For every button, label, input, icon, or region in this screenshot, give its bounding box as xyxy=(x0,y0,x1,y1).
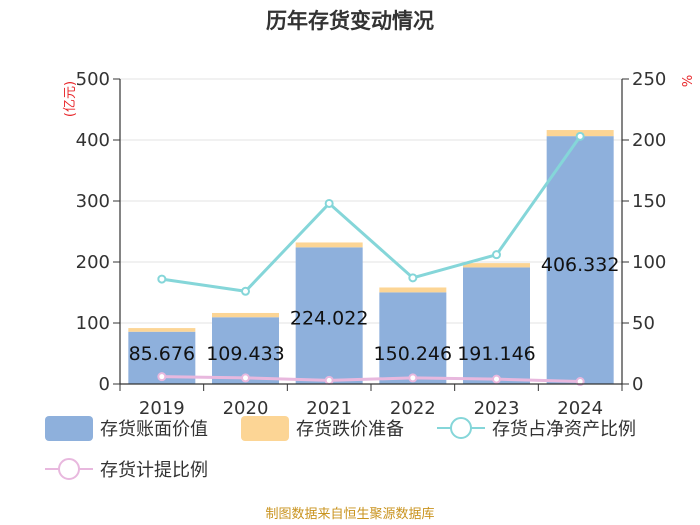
bar-series xyxy=(128,130,614,384)
bar-impairment xyxy=(212,312,279,318)
left-axis-label: (亿元) xyxy=(63,81,78,117)
bar-book-value xyxy=(546,136,614,384)
bar-data-label: 224.022 xyxy=(290,307,369,329)
point-provision-ratio xyxy=(408,373,418,383)
legend-swatch xyxy=(241,416,289,441)
left-tick-label: 0 xyxy=(99,374,110,395)
point-net-asset-ratio xyxy=(408,273,418,283)
legend-swatch-marker xyxy=(58,458,80,480)
right-tick-label: 50 xyxy=(632,313,655,334)
point-net-asset-ratio xyxy=(492,250,501,260)
x-tick-label: 2024 xyxy=(557,398,603,419)
bar-impairment xyxy=(379,287,447,293)
bar-book-value xyxy=(295,247,363,384)
line-net-asset-ratio xyxy=(161,135,582,293)
point-provision-ratio xyxy=(241,373,250,383)
right-tick-label: 0 xyxy=(632,374,643,395)
right-tick-label: 150 xyxy=(632,191,666,212)
point-net-asset-ratio xyxy=(157,274,167,284)
grid-lines xyxy=(120,78,622,324)
bar-book-value xyxy=(212,317,279,384)
right-tick-label: 200 xyxy=(632,130,666,151)
bar-impairment xyxy=(295,242,363,248)
left-tick-label: 500 xyxy=(76,69,110,90)
left-tick-label: 100 xyxy=(76,313,110,334)
line-series xyxy=(157,131,585,387)
bar-data-label: 150.246 xyxy=(374,343,453,365)
point-provision-ratio xyxy=(575,377,585,387)
source-note: 制图数据来自恒生聚源数据库 xyxy=(265,506,434,522)
left-tick-label: 200 xyxy=(76,252,110,273)
legend-swatch xyxy=(45,416,93,441)
legend-label: 存货计提比例 xyxy=(100,460,208,481)
chart-title: 历年存货变动情况 xyxy=(266,9,434,33)
right-tick-label: 250 xyxy=(632,69,666,90)
point-provision-ratio xyxy=(157,372,167,382)
axes: 0 100 200 300 400 500 0 50 100 150 200 250 (亿元) % 2019… xyxy=(63,69,696,419)
bar-data-label: 191.146 xyxy=(457,343,536,365)
x-tick-label: 2023 xyxy=(474,398,520,419)
bar-data-label: 85.676 xyxy=(129,343,195,365)
point-net-asset-ratio xyxy=(575,131,585,141)
legend-label: 存货占净资产比例 xyxy=(492,419,636,440)
x-tick-label: 2019 xyxy=(139,398,185,419)
bar-book-value xyxy=(463,267,530,384)
legend-swatch-marker xyxy=(450,417,472,439)
bar-data-label: 406.332 xyxy=(541,254,620,276)
left-tick-label: 300 xyxy=(76,191,110,212)
point-net-asset-ratio xyxy=(241,286,250,296)
legend-label: 存货账面价值 xyxy=(100,419,208,440)
right-tick-label: 100 xyxy=(632,252,666,273)
bar-impairment xyxy=(463,263,530,268)
point-net-asset-ratio xyxy=(324,198,334,208)
left-tick-label: 400 xyxy=(76,130,110,151)
line-provision-ratio xyxy=(161,375,581,384)
point-provision-ratio xyxy=(492,374,501,384)
bar-impairment xyxy=(128,328,196,332)
legend-label: 存货跌价准备 xyxy=(296,419,404,440)
x-tick-label: 2022 xyxy=(390,398,436,419)
bar-book-value xyxy=(379,292,447,384)
right-axis-label: % xyxy=(681,75,696,87)
point-provision-ratio xyxy=(324,375,334,385)
x-tick-label: 2020 xyxy=(223,398,269,419)
bar-data-label: 109.433 xyxy=(206,343,285,365)
x-tick-label: 2021 xyxy=(306,398,352,419)
